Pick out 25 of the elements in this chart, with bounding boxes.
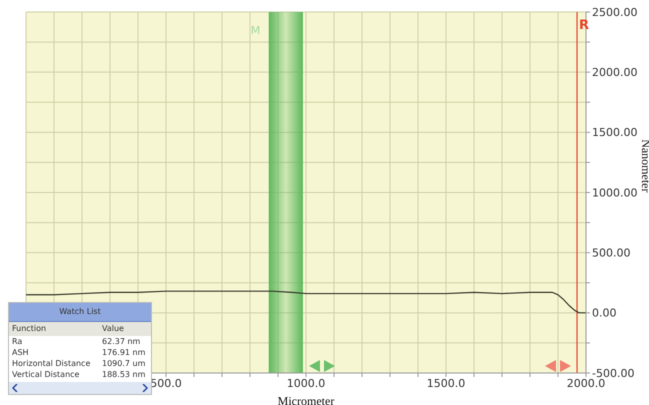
x-tick-label: 1500.0 xyxy=(426,376,466,390)
line-series xyxy=(26,290,586,314)
y-tick-label: 500.00 xyxy=(592,246,630,260)
x-tick-label: 1000.0 xyxy=(286,376,326,390)
annotation: 62.37 nm xyxy=(101,336,142,347)
panel-header: Watch List xyxy=(9,303,151,322)
ref-line-label: R xyxy=(579,18,590,34)
band-label: M xyxy=(250,24,260,37)
y-tick-label: 0.00 xyxy=(592,306,616,320)
annotation: Value xyxy=(101,323,125,335)
x-axis-title: Micrometer xyxy=(278,394,334,405)
annotation: 176.91 nm xyxy=(101,347,146,358)
y-tick-label: 2500.00 xyxy=(592,6,638,19)
x-tick-label: 500.0 xyxy=(150,376,182,390)
y-tick-label: 2000.00 xyxy=(592,66,638,80)
y-tick-label: 1500.00 xyxy=(592,126,638,140)
annotation: Vertical Distance xyxy=(11,369,80,380)
text: Ra xyxy=(12,337,22,346)
annotation: Function xyxy=(11,323,48,335)
annotation: 188.53 nm xyxy=(101,369,146,380)
y-tick-label: 1000.00 xyxy=(592,186,638,200)
annotation: ASH xyxy=(11,347,30,358)
annotation: 1090.7 um xyxy=(101,358,146,369)
column-header: Function Value xyxy=(9,322,151,336)
annotation: Horizontal Distance xyxy=(11,358,92,369)
